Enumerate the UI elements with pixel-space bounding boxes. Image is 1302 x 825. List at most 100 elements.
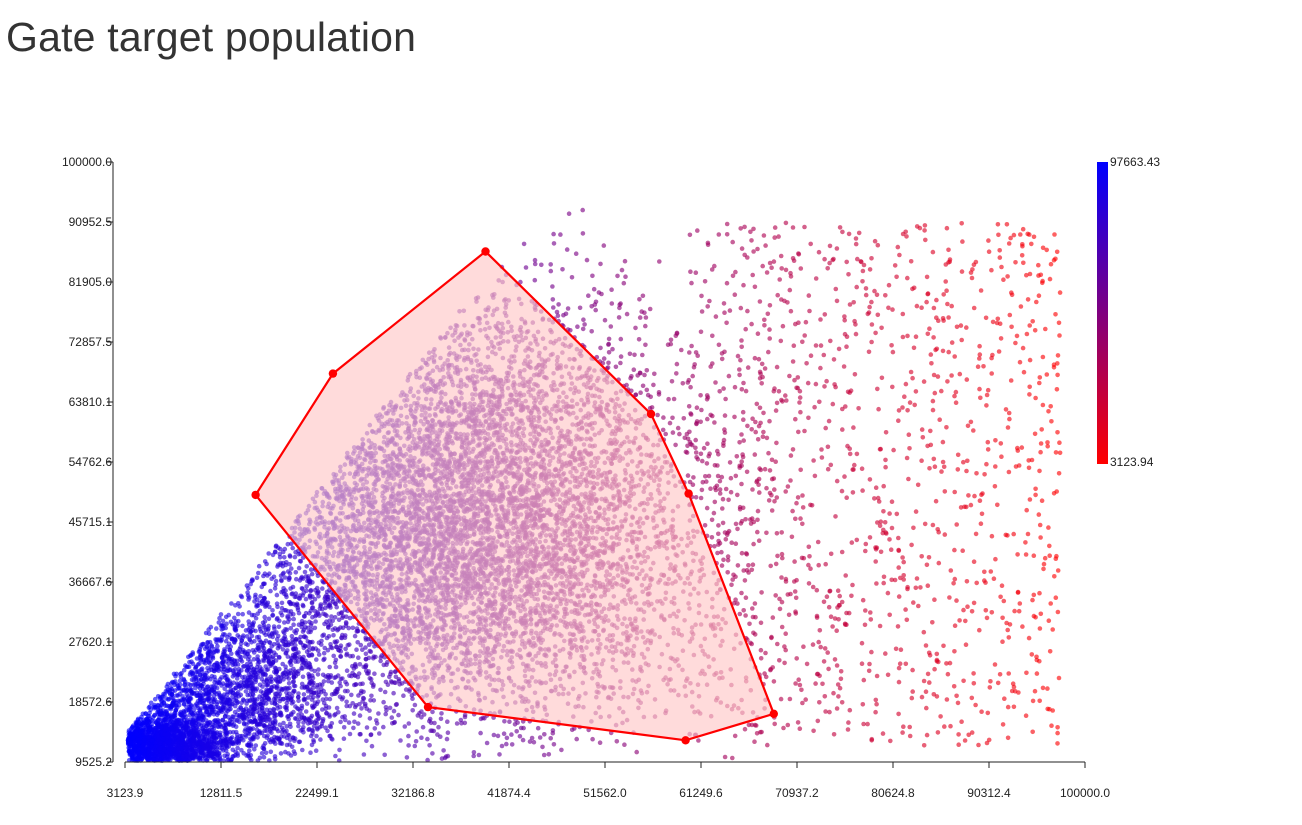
data-point [279,613,285,618]
data-point [193,752,198,757]
data-point [262,614,268,620]
data-point [398,738,403,743]
data-point [238,706,244,711]
data-point [196,745,201,750]
data-point [267,640,273,646]
data-point [163,717,169,722]
data-point [166,744,171,749]
data-point [784,398,789,403]
data-point [315,672,321,677]
data-point [175,683,181,689]
data-point [300,674,306,680]
data-point [299,703,305,709]
data-point [752,601,758,606]
data-point [412,743,418,749]
data-point [770,615,776,620]
data-point [705,441,710,447]
data-point [217,757,223,762]
data-point [794,500,799,506]
data-point [283,667,289,673]
data-point [135,756,140,761]
data-point [171,671,177,677]
data-point [213,677,218,682]
data-point [246,597,251,602]
data-point [356,655,361,660]
data-point [279,713,284,718]
data-point [614,739,620,744]
data-point [190,652,195,657]
data-point [296,739,302,745]
data-point [277,698,283,704]
data-point [288,586,293,591]
data-point [264,707,270,713]
data-point [186,664,192,670]
data-point [172,688,178,693]
data-point [246,586,251,591]
data-point [149,738,155,743]
data-point [261,754,267,760]
data-point [294,716,299,721]
data-point [248,753,254,758]
data-point [293,659,298,664]
data-point [301,692,307,697]
data-point [597,740,603,745]
data-point [722,413,728,418]
data-point [292,751,298,757]
data-point [235,611,241,617]
data-point [367,716,373,721]
data-point [181,701,187,707]
data-point [755,437,761,442]
data-point [210,747,216,753]
data-point [214,712,220,718]
data-point [181,667,187,673]
data-point [253,743,259,748]
data-point [245,657,251,662]
data-point [430,751,435,756]
data-point [438,716,444,722]
data-point [282,620,287,625]
data-point [243,689,249,694]
data-point [194,713,200,718]
data-point [272,738,278,743]
data-point [165,750,171,756]
data-point [225,730,230,735]
data-point [643,342,648,348]
data-point [197,755,203,761]
data-point [161,708,166,713]
data-point [263,750,269,756]
data-point [229,757,234,762]
data-point [271,707,277,713]
data-point [439,711,444,716]
data-point [325,728,330,734]
data-point [289,566,294,571]
data-point [230,714,235,719]
data-point [218,742,223,748]
data-point [711,510,717,516]
data-point [569,727,575,733]
data-point [689,343,694,349]
data-point [337,747,342,753]
data-point [292,689,297,694]
data-point [230,694,235,699]
data-point [233,729,239,735]
data-point [167,755,172,760]
data-point [179,688,185,694]
data-point [269,679,274,685]
data-point [761,429,766,435]
data-point [755,508,761,514]
data-point [187,659,192,665]
data-point [509,732,514,737]
data-point [165,681,171,687]
data-point [274,601,280,606]
data-point [254,686,260,691]
data-point [245,642,250,648]
data-point [209,753,215,758]
data-point [308,567,314,572]
data-point [265,627,271,633]
data-point [314,657,319,662]
data-point [245,698,250,703]
data-point [275,728,281,734]
data-point [223,711,229,716]
data-point [221,664,227,669]
data-point [210,654,216,659]
